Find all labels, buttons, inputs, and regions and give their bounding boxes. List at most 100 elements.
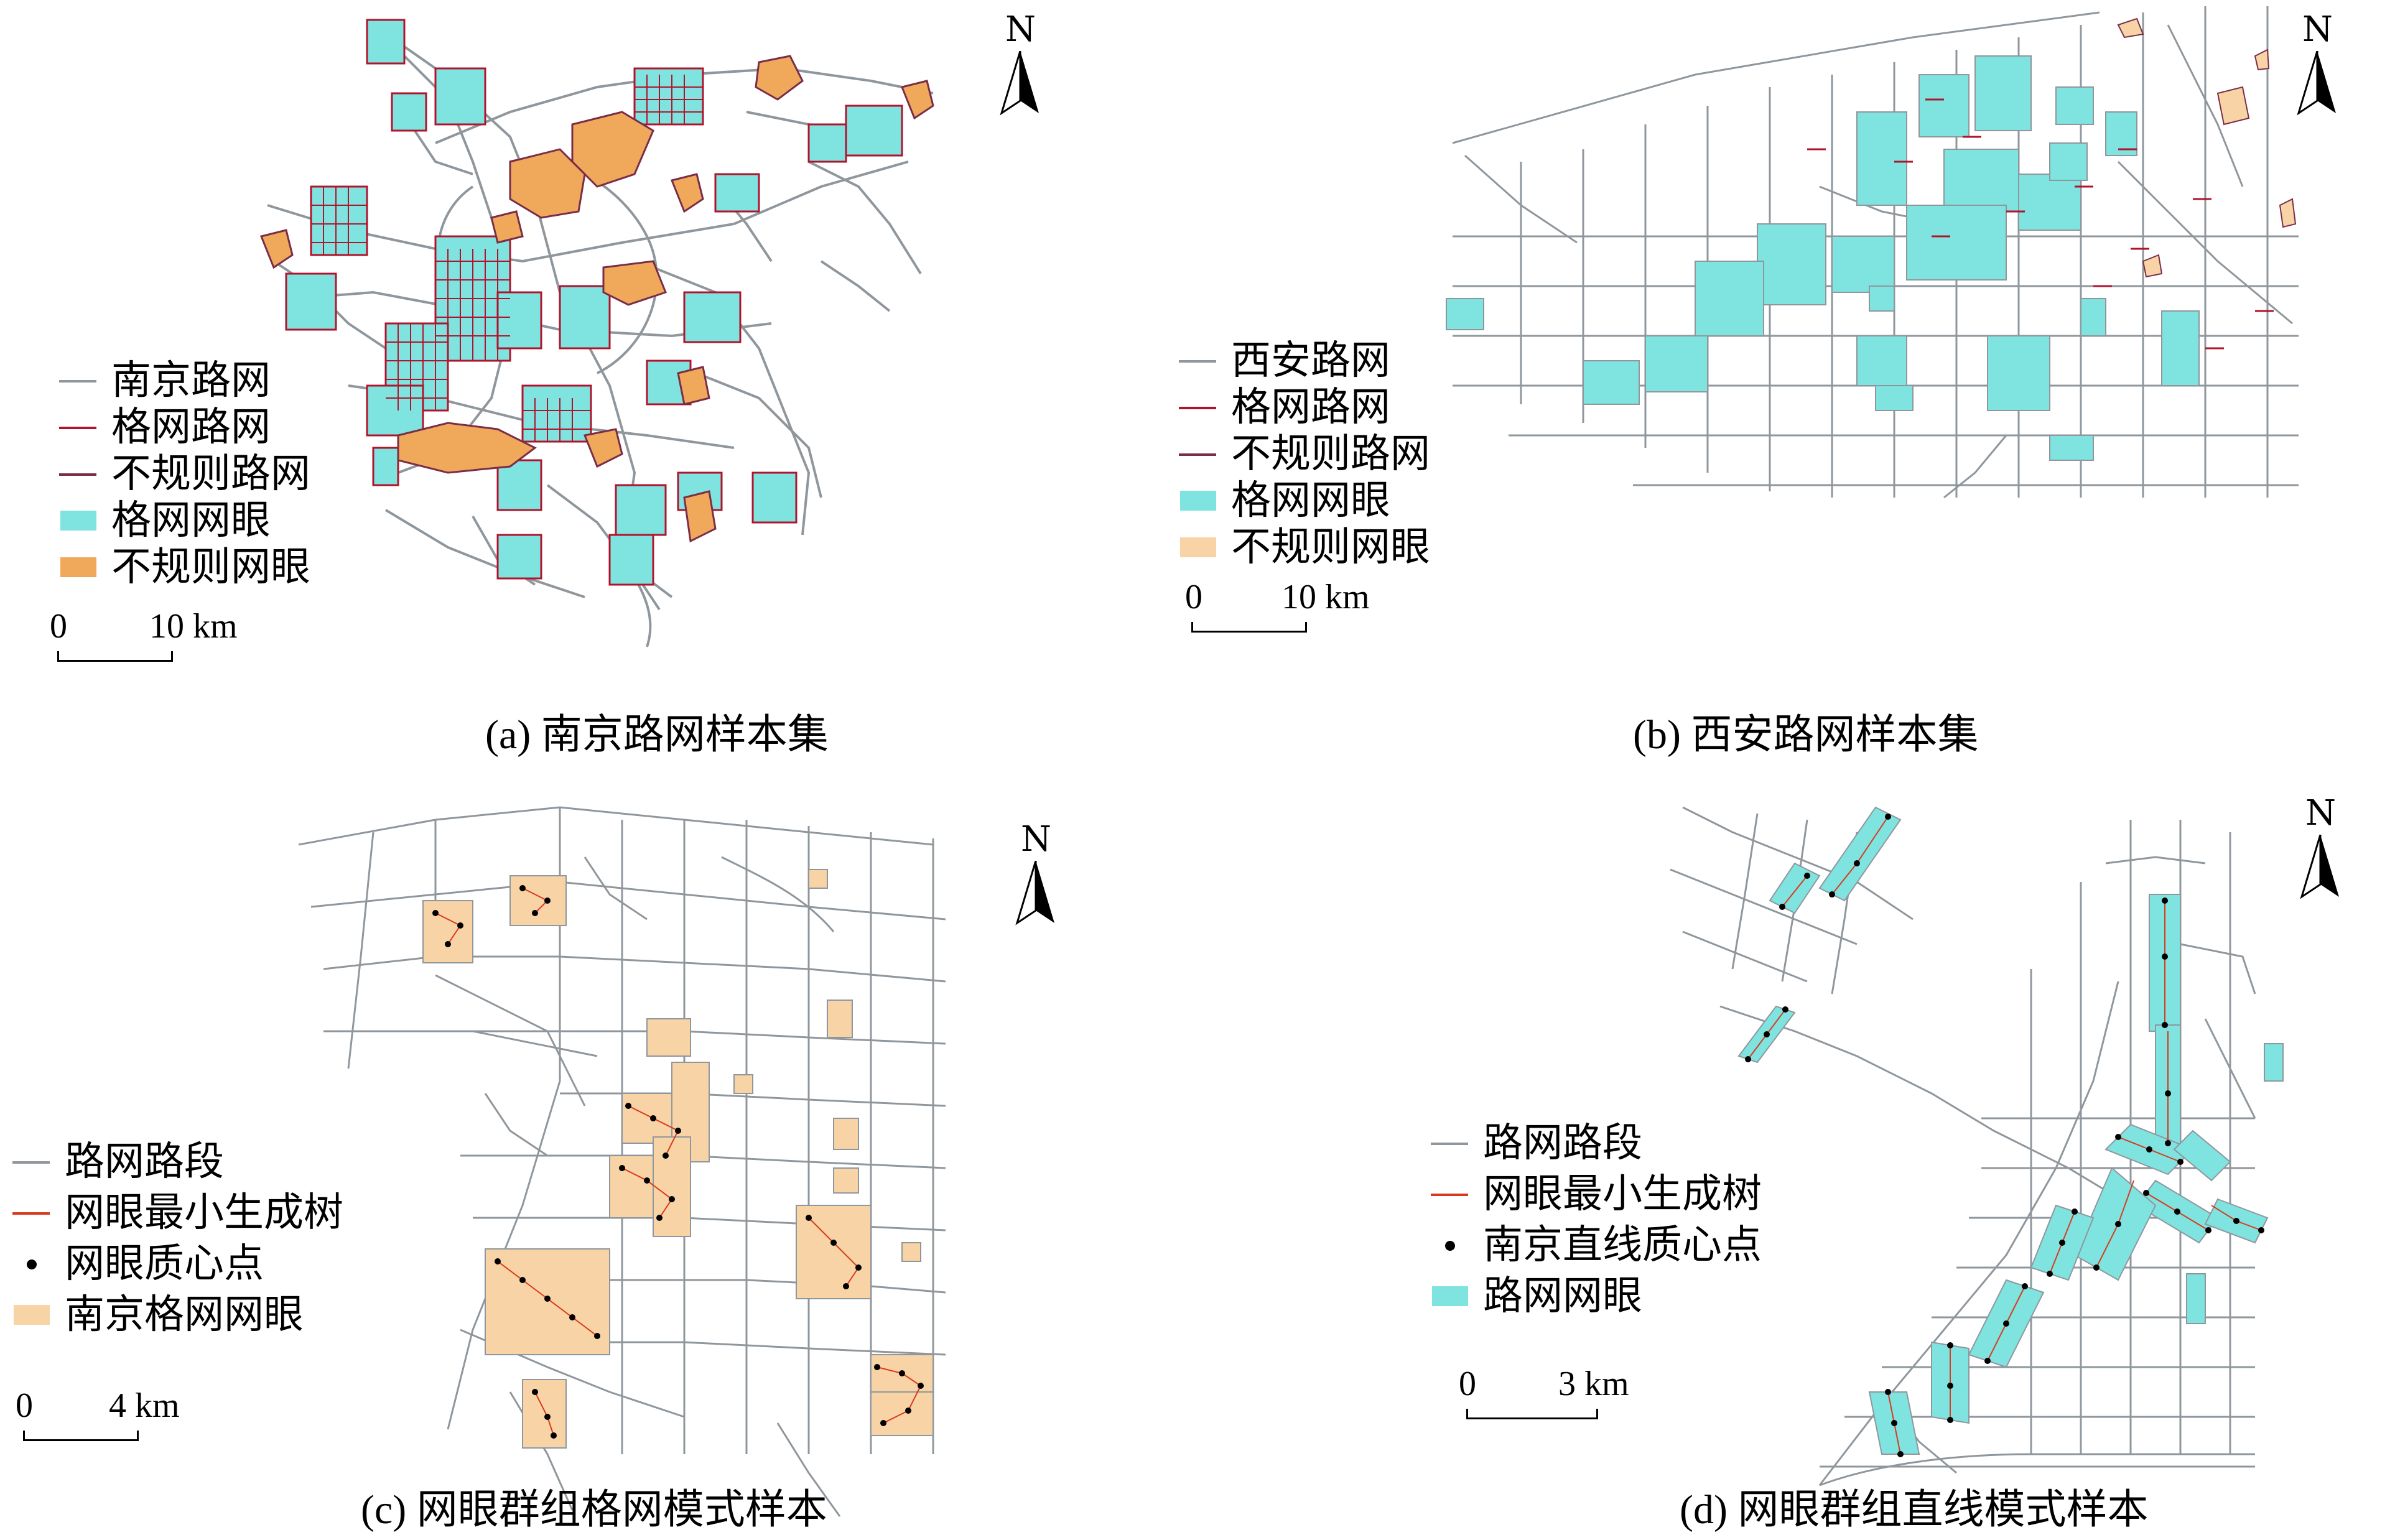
legend-item: 格网网眼 [59,496,271,545]
scale-line [23,1431,139,1441]
legend-line-icon [1179,442,1216,466]
scale-bar-c: 0 4 km [16,1386,180,1448]
legend-label: 西安路网 [1231,338,1390,384]
legend-label: 不规则网眼 [111,544,310,590]
legend-item: 南京路网 [59,356,271,406]
xian-grid-meshes [1446,55,2200,461]
legend-label: 南京格网网眼 [65,1292,304,1338]
legend-label: 网眼最小生成树 [1483,1171,1762,1217]
legend-label: 南京路网 [111,358,271,404]
scale-end: 3 km [1558,1365,1629,1403]
legend-label: 格网路网 [111,404,271,450]
scale-bar-a: 0 10 km [50,606,238,669]
caption-d: (d) 网眼群组直线模式样本 [1680,1487,2149,1533]
scale-start: 0 [16,1386,33,1425]
legend-patch-icon [59,508,96,533]
legend-patch-icon [1179,488,1216,513]
north-label: N [1005,9,1036,50]
scale-line [1466,1409,1598,1419]
legend-item: 格网路网 [59,402,271,452]
legend-label: 南京直线质心点 [1483,1222,1762,1268]
legend-line-icon [59,415,96,440]
legend-line-icon [12,1149,50,1174]
legend-line-icon [1179,395,1216,420]
legend-patch-icon [59,555,96,580]
north-label: N [2305,793,2336,833]
legend-item: 路网路段 [12,1137,224,1187]
map-xian [1446,6,2299,499]
panel-b: 西安路网 格网路网 不规则路网 格网网眼 不规则网眼 0 10 km N (b)… [1179,0,2395,770]
north-arrow-b: N [2292,11,2342,129]
scale-bar-b: 0 10 km [1185,577,1370,639]
north-arrow-d: N [2295,795,2345,913]
xian-grid-roads [1807,98,2274,350]
legend-patch-icon [1431,1284,1468,1309]
nanjing-irregular-meshes [259,55,934,543]
north-label: N [2302,9,2333,50]
legend-label: 路网路段 [65,1139,224,1185]
map-grid-pattern [298,806,946,1517]
legend-item: 路网网眼 [1431,1271,1642,1321]
legend-item: 南京直线质心点 [1431,1220,1762,1270]
caption-b: (b) 西安路网样本集 [1633,712,1979,758]
map-linear-pattern [1670,806,2284,1487]
legend-item: 网眼质心点 [12,1239,264,1289]
nanjing-grid-roads [311,75,703,442]
scale-end: 4 km [109,1386,180,1425]
legend-label: 不规则路网 [1231,431,1430,477]
legend-label: 网眼最小生成树 [65,1190,343,1236]
legend-item: 路网路段 [1431,1118,1642,1168]
legend-item: 西安路网 [1179,336,1390,386]
road-meshes-d [1737,806,2284,1455]
caption-a: (a) 南京路网样本集 [485,712,829,758]
legend-label: 格网路网 [1231,384,1390,430]
legend-item: 网眼最小生成树 [12,1188,343,1238]
north-arrow-icon [1015,861,1054,925]
legend-item: 格网网眼 [1179,476,1390,526]
centroids-d [1745,814,2264,1457]
legend-dot-icon [1431,1233,1468,1258]
legend-label: 路网路段 [1483,1120,1642,1166]
legend-dot-icon [12,1251,50,1276]
caption-c: (c) 网眼群组格网模式样本 [361,1487,827,1533]
legend-label: 不规则路网 [111,451,310,497]
scale-end: 10 km [149,607,238,646]
scale-line [1191,622,1307,633]
legend-line-icon [59,462,96,486]
north-arrow-c: N [1011,821,1061,939]
nanjing-grid-meshes [285,19,903,586]
legend-label: 格网网眼 [1231,478,1390,524]
north-arrow-a: N [995,11,1045,129]
legend-label: 路网网眼 [1483,1273,1642,1319]
map-nanjing [259,19,934,647]
legend-item: 不规则网眼 [59,542,310,592]
legend-item: 不规则路网 [59,449,310,499]
north-arrow-icon [2300,835,2339,899]
north-arrow-icon [1000,51,1039,116]
legend-line-icon [1179,348,1216,373]
legend-line-icon [12,1200,50,1225]
panel-a: 南京路网 格网路网 不规则路网 格网网眼 不规则网眼 0 10 km N (a)… [0,0,1198,770]
legend-item: 网眼最小生成树 [1431,1169,1762,1219]
north-label: N [1021,819,1051,860]
panel-d: 路网路段 网眼最小生成树 南京直线质心点 路网网眼 0 3 km N (d) 网… [1198,770,2395,1540]
legend-line-icon [1431,1182,1468,1207]
north-arrow-icon [2297,51,2336,116]
legend-patch-icon [12,1302,50,1327]
legend-item: 南京格网网眼 [12,1290,304,1340]
legend-label: 不规则网眼 [1231,524,1430,570]
scale-bar-d: 0 3 km [1459,1364,1645,1426]
legend-line-icon [1431,1131,1468,1156]
legend-patch-icon [1179,535,1216,560]
mesh-mst-d [1747,816,2262,1455]
mesh-centroids-c [432,885,924,1439]
legend-item: 格网路网 [1179,383,1390,432]
scale-start: 0 [50,607,67,646]
legend-item: 不规则路网 [1179,429,1430,479]
panel-c: 路网路段 网眼最小生成树 网眼质心点 南京格网网眼 0 4 km N (c) 网… [0,770,1198,1540]
legend-label: 格网网眼 [111,498,271,544]
scale-line [57,651,173,662]
scale-end: 10 km [1281,578,1370,616]
legend-item: 不规则网眼 [1179,522,1430,572]
scale-start: 0 [1185,578,1202,616]
